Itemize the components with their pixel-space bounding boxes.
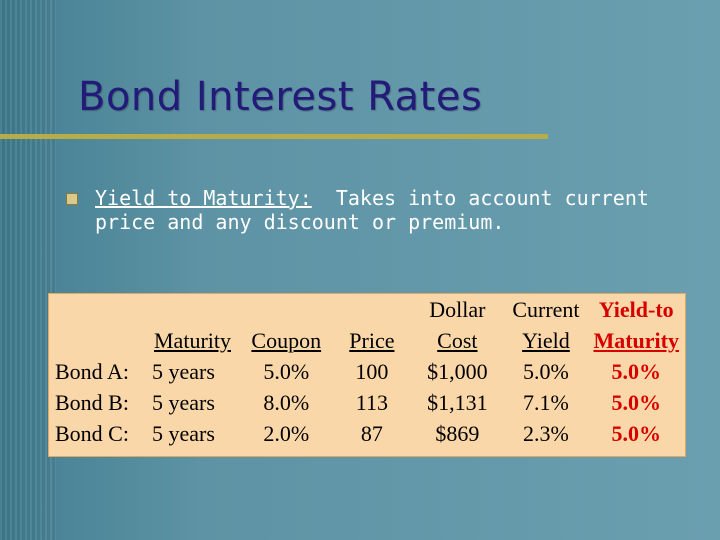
header-cell bbox=[334, 294, 411, 325]
bond-table-panel: Dollar Current Yield-to Maturity Coupon … bbox=[48, 293, 686, 457]
title-divider bbox=[0, 134, 548, 139]
header-yield: Yield bbox=[522, 327, 570, 353]
cost-cell: $1,000 bbox=[427, 358, 488, 384]
bond-label: Bond B: bbox=[55, 389, 129, 415]
header-cell bbox=[146, 294, 239, 325]
price-cell: 87 bbox=[360, 420, 383, 446]
table-row: Bond B: 5 years 8.0% 113 $1,131 7.1% 5.0… bbox=[49, 387, 685, 418]
maturity-cell: 5 years bbox=[152, 389, 215, 415]
table-header-row-2: Maturity Coupon Price Cost Yield Maturit… bbox=[49, 325, 685, 356]
table-header-row-1: Dollar Current Yield-to bbox=[49, 294, 685, 325]
current-yield-cell: 2.3% bbox=[523, 420, 569, 446]
bullet-text: Yield to Maturity: Takes into account cu… bbox=[95, 186, 675, 234]
header-coupon: Coupon bbox=[251, 327, 322, 353]
bond-table: Dollar Current Yield-to Maturity Coupon … bbox=[49, 294, 685, 449]
header-dollar: Dollar bbox=[429, 296, 486, 322]
ytm-cell: 5.0% bbox=[611, 420, 661, 446]
cost-cell: $869 bbox=[435, 420, 480, 446]
ytm-cell: 5.0% bbox=[611, 389, 661, 415]
current-yield-cell: 7.1% bbox=[523, 389, 569, 415]
current-yield-cell: 5.0% bbox=[523, 358, 569, 384]
cost-cell: $1,131 bbox=[427, 389, 488, 415]
bond-label: Bond A: bbox=[55, 358, 129, 384]
header-current: Current bbox=[512, 296, 580, 322]
decorative-stripes bbox=[0, 0, 56, 540]
bullet-square-icon bbox=[66, 193, 78, 205]
price-cell: 113 bbox=[355, 389, 388, 415]
header-yield-to: Yield-to bbox=[598, 296, 674, 322]
bullet-description: Takes into account current price and any… bbox=[95, 186, 661, 234]
bullet-term: Yield to Maturity: bbox=[95, 186, 312, 210]
maturity-cell: 5 years bbox=[152, 358, 215, 384]
price-cell: 100 bbox=[355, 358, 389, 384]
header-cell bbox=[239, 294, 334, 325]
ytm-cell: 5.0% bbox=[611, 358, 661, 384]
header-cell bbox=[49, 325, 146, 356]
slide-title: Bond Interest Rates bbox=[78, 74, 483, 120]
coupon-cell: 5.0% bbox=[263, 358, 310, 384]
header-price: Price bbox=[349, 327, 395, 353]
header-cost: Cost bbox=[437, 327, 478, 353]
maturity-cell: 5 years bbox=[152, 420, 215, 446]
table-row: Bond A: 5 years 5.0% 100 $1,000 5.0% 5.0… bbox=[49, 356, 685, 387]
table-row: Bond C: 5 years 2.0% 87 $869 2.3% 5.0% bbox=[49, 418, 685, 449]
coupon-cell: 8.0% bbox=[263, 389, 310, 415]
header-cell bbox=[49, 294, 146, 325]
coupon-cell: 2.0% bbox=[263, 420, 310, 446]
bond-label: Bond C: bbox=[55, 420, 129, 446]
header-ytm-maturity: Maturity bbox=[593, 327, 679, 353]
header-maturity: Maturity bbox=[154, 327, 231, 353]
